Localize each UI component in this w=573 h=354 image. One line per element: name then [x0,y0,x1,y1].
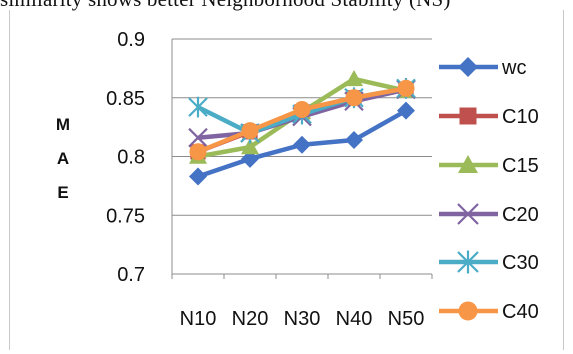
figure-caption: similarity shows better Neighborhood Sta… [0,0,573,17]
legend-marker [458,155,478,173]
data-point [188,96,208,118]
y-axis-ticks: 0.9 0.85 0.8 0.75 0.7 [106,29,145,286]
legend-item-wc: wc [439,57,526,79]
y-axis-label-letter: M [56,115,70,134]
legend-marker [458,57,478,77]
legend-label: C15 [502,155,539,177]
y-tick-label: 0.9 [117,29,145,51]
data-point [189,167,207,186]
data-point [397,101,415,120]
legend-item-c10: C10 [439,106,539,128]
legend-item-c30: C30 [439,250,539,274]
legend: wc C10 C15 C20 C30 C40 [439,57,539,323]
legend-marker [459,107,477,125]
data-point [397,79,415,97]
legend-marker [457,203,479,225]
legend-label: C10 [502,106,539,128]
y-tick-label: 0.7 [117,264,145,286]
series-group [188,69,416,186]
legend-label: wc [501,57,526,79]
x-tick-label: N30 [284,308,321,330]
legend-marker [457,250,479,274]
chart-frame [9,10,564,350]
y-tick-label: 0.8 [117,147,145,169]
y-axis-label: MAE [56,115,70,202]
data-point [293,135,311,154]
legend-label: C20 [502,204,539,226]
data-point [345,89,363,107]
y-axis-label-letter: E [57,183,68,202]
x-tick-label: N20 [232,308,269,330]
x-tick-label: N50 [388,308,425,330]
data-point [241,138,259,155]
grid-lines [171,38,433,279]
series-wc [189,101,415,186]
x-tick-label: N40 [336,308,373,330]
legend-marker [458,301,478,321]
data-point [189,143,207,161]
y-axis-label-letter: A [57,149,69,168]
data-point [188,127,208,148]
y-tick-label: 0.75 [106,205,145,227]
data-point [345,131,363,150]
x-axis-ticks: N10 N20 N30 N40 N50 [180,308,425,330]
data-point [293,100,311,119]
legend-label: C30 [502,252,539,274]
x-tick-label: N10 [180,308,217,330]
data-point [241,149,259,168]
y-tick-label: 0.85 [106,88,145,110]
legend-item-c40: C40 [439,301,539,323]
data-point [345,69,363,87]
data-point [241,122,259,140]
series-c40 [189,79,415,161]
legend-item-c15: C15 [439,155,539,177]
legend-label: C40 [502,301,539,323]
legend-item-c20: C20 [439,203,539,226]
